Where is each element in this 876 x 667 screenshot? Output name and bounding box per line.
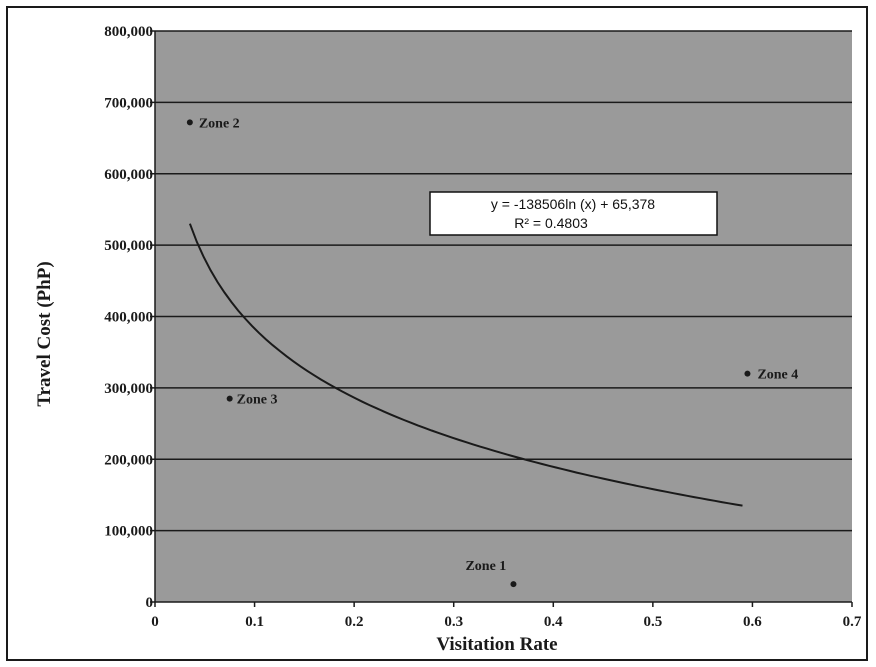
x-tick-label: 0.3 — [444, 614, 463, 630]
trendline — [188, 223, 743, 507]
point-zone-3 — [226, 395, 233, 402]
point-label-zone-3: Zone 3 — [237, 393, 278, 408]
x-tick-label: 0 — [151, 614, 159, 630]
x-axis-title: Visitation Rate — [436, 634, 557, 655]
y-axis-title: Travel Cost (PhP) — [34, 261, 55, 406]
x-tick-labels: 0 0.1 0.2 0.3 0.4 0.5 0.6 0.7 — [151, 602, 862, 630]
point-label-zone-4: Zone 4 — [757, 368, 798, 383]
x-tick-label: 0.1 — [245, 614, 264, 630]
x-tick-label: 0.5 — [643, 614, 662, 630]
data-points: Zone 1 Zone 2 Zone 3 Zone 4 — [186, 116, 798, 588]
y-tick-label: 700,000 — [104, 95, 153, 111]
point-zone-2 — [186, 119, 193, 126]
y-tick-label: 500,000 — [104, 238, 153, 254]
trendline-equation-box: y = -138506ln (x) + 65,378 R² = 0.4803 — [429, 191, 718, 236]
point-label-zone-1: Zone 1 — [465, 559, 506, 574]
trendline-equation: y = -138506ln (x) + 65,378 — [491, 196, 655, 212]
y-tick-label: 300,000 — [104, 381, 153, 397]
y-tick-labels: 0 100,000 200,000 300,000 400,000 500,000 600,… — [104, 24, 155, 611]
y-tick-label: 600,000 — [104, 167, 153, 183]
x-tick-label: 0.7 — [843, 614, 862, 630]
y-tick-label: 800,000 — [104, 24, 153, 40]
y-tick-label: 400,000 — [104, 310, 153, 326]
y-tick-label: 100,000 — [104, 524, 153, 540]
x-tick-label: 0.4 — [544, 614, 563, 630]
trendline-r-squared: R² = 0.4803 — [514, 215, 588, 231]
x-tick-label: 0.2 — [345, 614, 364, 630]
y-tick-label: 200,000 — [104, 452, 153, 468]
y-tick-label: 0 — [146, 595, 154, 611]
gridlines — [155, 30, 852, 532]
point-zone-1 — [510, 581, 517, 588]
point-zone-4 — [744, 370, 751, 377]
point-label-zone-2: Zone 2 — [199, 116, 240, 131]
x-tick-label: 0.6 — [743, 614, 762, 630]
